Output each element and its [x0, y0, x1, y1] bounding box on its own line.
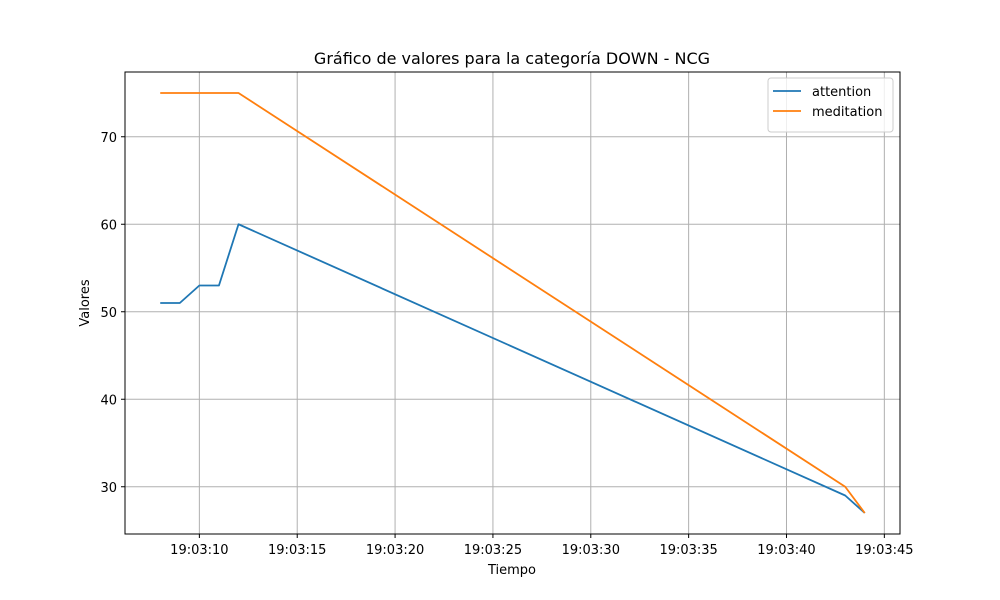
x-tick-label: 19:03:20 [366, 543, 424, 558]
legend-label-attention: attention [812, 85, 871, 100]
y-tick-label: 70 [100, 131, 117, 146]
x-tick-label: 19:03:25 [464, 543, 522, 558]
x-tick-label: 19:03:15 [268, 543, 326, 558]
plot-frame [124, 71, 901, 535]
legend-label-meditation: meditation [812, 105, 883, 120]
y-tick-label: 50 [100, 306, 117, 321]
series-lines [160, 92, 866, 514]
series-line-meditation [160, 92, 866, 514]
y-axis-label: Valores [78, 279, 93, 326]
x-tick-label: 19:03:40 [757, 543, 815, 558]
grid [125, 72, 900, 534]
x-tick-label: 19:03:30 [562, 543, 620, 558]
series-line-attention [160, 223, 866, 514]
x-tick-label: 19:03:35 [659, 543, 717, 558]
y-axis-ticks: 30 40 50 60 70 [100, 131, 125, 496]
chart-title: Gráfico de valores para la categoría DOW… [314, 49, 710, 68]
y-tick-label: 40 [100, 393, 117, 408]
x-tick-label: 19:03:45 [855, 543, 913, 558]
legend: attention meditation [767, 77, 894, 133]
x-axis-ticks: 19:03:10 19:03:15 19:03:20 19:03:25 19:03:30… [170, 534, 914, 558]
x-axis-label: Tiempo [487, 563, 536, 578]
y-tick-label: 30 [100, 481, 117, 496]
y-tick-label: 60 [100, 218, 117, 233]
x-tick-label: 19:03:10 [170, 543, 228, 558]
